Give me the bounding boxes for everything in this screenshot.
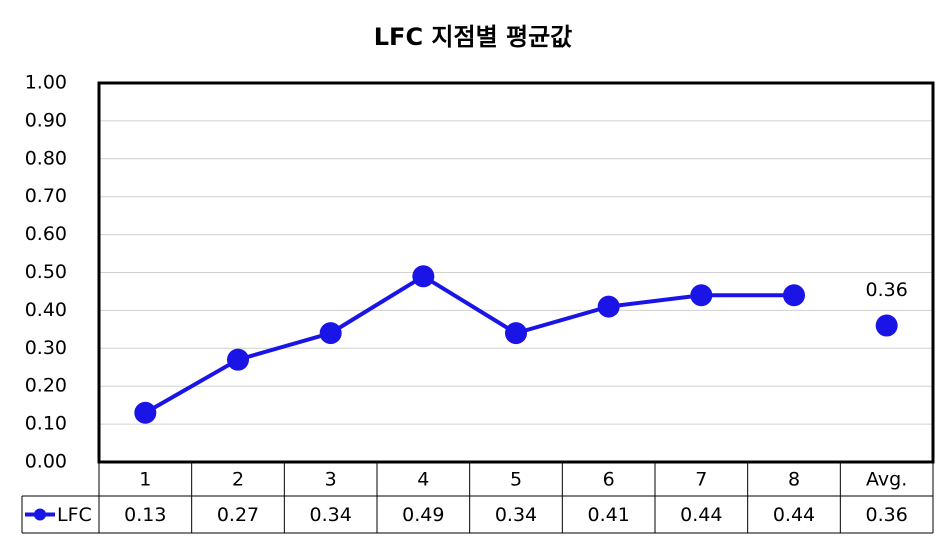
- x-tick-label: 8: [788, 469, 800, 491]
- marker: [319, 322, 342, 345]
- x-tick-label: 5: [510, 469, 522, 491]
- y-tick-label: 1.00: [25, 72, 67, 94]
- x-tick-label: 4: [417, 469, 429, 491]
- plot-border: [97, 81, 935, 464]
- x-tick-label: Avg.: [866, 469, 907, 491]
- marker: [505, 322, 527, 345]
- marker: [690, 284, 713, 307]
- x-tick-label: 7: [695, 469, 707, 491]
- marker: [783, 284, 805, 307]
- marker: [227, 348, 249, 371]
- y-tick-label: 0.10: [25, 413, 67, 435]
- x-tick-label: 3: [325, 469, 337, 491]
- x-tick-label: 6: [603, 469, 615, 491]
- table-value: 0.34: [495, 504, 537, 526]
- legend-marker: [34, 508, 46, 521]
- marker: [134, 401, 157, 424]
- y-tick-label: 0.50: [25, 261, 67, 283]
- data-label: 0.36: [866, 279, 908, 301]
- chart-title: LFC 지점별 평균값: [374, 23, 573, 51]
- y-tick-label: 0.40: [25, 299, 67, 321]
- y-tick-label: 0.70: [25, 185, 67, 207]
- marker: [412, 265, 435, 288]
- marker: [597, 295, 620, 318]
- table-value: 0.44: [680, 504, 722, 526]
- y-tick-label: 0.20: [25, 375, 67, 397]
- x-tick-label: 2: [232, 469, 244, 491]
- table-value: 0.27: [217, 504, 259, 526]
- y-tick-label: 0.90: [25, 109, 67, 131]
- y-tick-label: 0.60: [25, 223, 67, 245]
- legend-label: LFC: [57, 504, 92, 526]
- marker: [875, 314, 898, 337]
- table-value: 0.49: [402, 504, 444, 526]
- table-value: 0.44: [773, 504, 815, 526]
- x-tick-label: 1: [139, 469, 151, 491]
- y-tick-label: 0.00: [25, 451, 67, 473]
- line: [144, 273, 794, 415]
- table-value: 0.13: [124, 504, 166, 526]
- table-value: 0.34: [310, 504, 352, 526]
- table-value: 0.41: [588, 504, 630, 526]
- y-tick-label: 0.80: [25, 147, 67, 169]
- y-tick-label: 0.30: [25, 337, 67, 359]
- table-value: 0.36: [866, 504, 908, 526]
